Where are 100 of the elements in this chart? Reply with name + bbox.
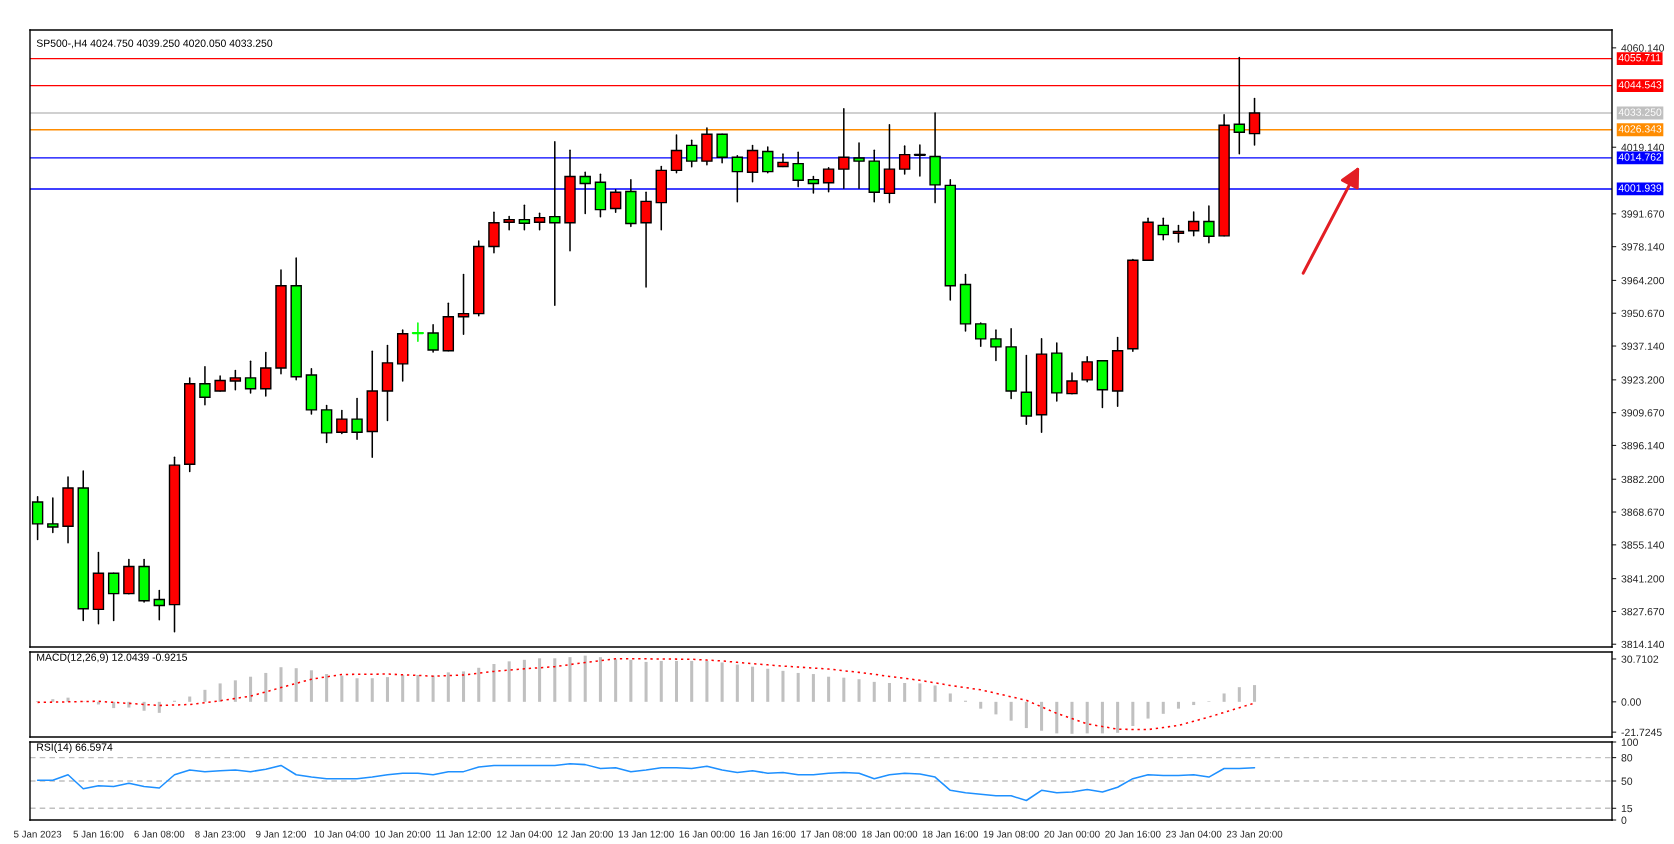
- x-tick-label: 17 Jan 08:00: [801, 830, 857, 838]
- bar: [720, 662, 724, 702]
- x-tick-label: 8 Jan 23:00: [195, 830, 246, 838]
- x-tick-label: 18 Jan 00:00: [862, 830, 918, 838]
- candlestick: [913, 144, 926, 177]
- bar: [1131, 701, 1135, 726]
- bar: [218, 683, 222, 702]
- x-tick-label: 20 Jan 16:00: [1105, 830, 1161, 838]
- candlestick: [792, 151, 804, 188]
- bar: [705, 660, 709, 702]
- x-tick-label: 23 Jan 20:00: [1226, 830, 1283, 838]
- bar: [492, 664, 496, 702]
- x-tick-label: 12 Jan 20:00: [557, 830, 613, 838]
- x-tick-label: 16 Jan 16:00: [740, 830, 796, 838]
- bar: [948, 693, 952, 702]
- bar: [340, 675, 344, 702]
- bar: [355, 678, 359, 702]
- y-tick-label: 3950.670: [1621, 309, 1665, 318]
- bar: [1253, 685, 1257, 702]
- x-tick-label: 13 Jan 12:00: [618, 830, 674, 838]
- candlestick: [320, 404, 333, 444]
- candlestick: [975, 322, 987, 347]
- x-tick-label: 6 Jan 08:00: [134, 830, 185, 838]
- bar: [857, 679, 861, 702]
- bar: [1146, 701, 1150, 719]
- x-tick-label: 10 Jan 20:00: [375, 830, 431, 838]
- y-tick-label: 30.7102: [1621, 655, 1659, 663]
- bar: [979, 701, 983, 709]
- y-tick-label: 50: [1621, 777, 1633, 785]
- bar: [462, 671, 466, 702]
- y-tick-label: 3909.670: [1621, 409, 1665, 417]
- candlestick: [579, 171, 591, 215]
- x-tick-label: 5 Jan 2023: [13, 830, 62, 838]
- bar: [1237, 687, 1241, 702]
- ref-line-label: 4033.250: [1618, 108, 1662, 116]
- candlestick: [670, 134, 683, 174]
- bar: [264, 672, 268, 702]
- bar: [385, 677, 389, 702]
- bar: [629, 659, 633, 702]
- bar: [811, 674, 815, 702]
- y-tick-label: 15: [1621, 804, 1633, 813]
- candlestick: [838, 108, 850, 190]
- candlestick: [107, 572, 120, 622]
- x-tick-label: 9 Jan 12:00: [256, 830, 307, 838]
- x-tick-label: 18 Jan 16:00: [922, 830, 979, 838]
- text: SP500-,H4 4024.750 4039.250 4020.050 4033.250: [36, 39, 273, 49]
- line-series: [36, 763, 1256, 802]
- ref-line-label: 4026.343: [1618, 125, 1662, 133]
- bar: [1085, 701, 1089, 734]
- candlestick: [244, 360, 257, 394]
- x-tick-label: 20 Jan 00:00: [1044, 830, 1100, 838]
- bar: [522, 659, 526, 702]
- bar: [659, 660, 663, 702]
- bar: [477, 667, 481, 702]
- bar: [127, 701, 131, 708]
- candlestick: [1187, 211, 1200, 237]
- candlestick: [685, 139, 698, 168]
- chart-title: MACD(12,26,9) 12.0439 -0.9215: [37, 653, 188, 663]
- candlestick: [1066, 372, 1078, 395]
- x-tick-label: 5 Jan 16:00: [73, 830, 124, 838]
- y-tick-label: 0.00: [1621, 698, 1641, 706]
- candlestick: [716, 133, 728, 164]
- candlestick: [229, 369, 242, 391]
- candlestick: [1203, 205, 1215, 244]
- candlestick: [990, 329, 1002, 362]
- bar: [872, 681, 876, 702]
- bar: [827, 676, 831, 702]
- ref-line-label: 4001.939: [1618, 184, 1662, 192]
- bar: [1161, 701, 1165, 714]
- candlestick: [518, 204, 531, 231]
- candlestick: [609, 189, 622, 214]
- bar: [294, 668, 298, 702]
- candlestick: [746, 144, 759, 183]
- bar: [583, 655, 587, 702]
- candlestick: [199, 365, 211, 406]
- bar: [933, 685, 937, 702]
- bar: [918, 683, 922, 702]
- bar: [370, 678, 374, 702]
- bar: [1192, 701, 1196, 706]
- bar: [1009, 701, 1013, 721]
- y-tick-label: 3841.200: [1621, 575, 1665, 583]
- bar: [1176, 701, 1180, 709]
- x-tick-label: 12 Jan 04:00: [497, 830, 553, 838]
- bar: [188, 696, 192, 702]
- x-tick-label: 19 Jan 08:00: [983, 830, 1039, 838]
- bar: [51, 699, 55, 702]
- bar: [142, 701, 146, 711]
- ref-line-label: 4055.711: [1618, 54, 1661, 62]
- x-tick-label: 16 Jan 00:00: [679, 830, 735, 838]
- ref-line-label: 4014.762: [1618, 153, 1662, 161]
- bar: [690, 660, 694, 702]
- bar: [1116, 701, 1120, 733]
- chart-title: RSI(14) 66.5974: [37, 743, 113, 753]
- bar: [842, 677, 846, 702]
- candlestick: [260, 351, 272, 397]
- candlestick: [351, 397, 363, 440]
- bar: [309, 670, 313, 702]
- candlestick: [1157, 217, 1169, 241]
- bar: [1100, 701, 1104, 734]
- y-tick-label: 80: [1621, 754, 1633, 762]
